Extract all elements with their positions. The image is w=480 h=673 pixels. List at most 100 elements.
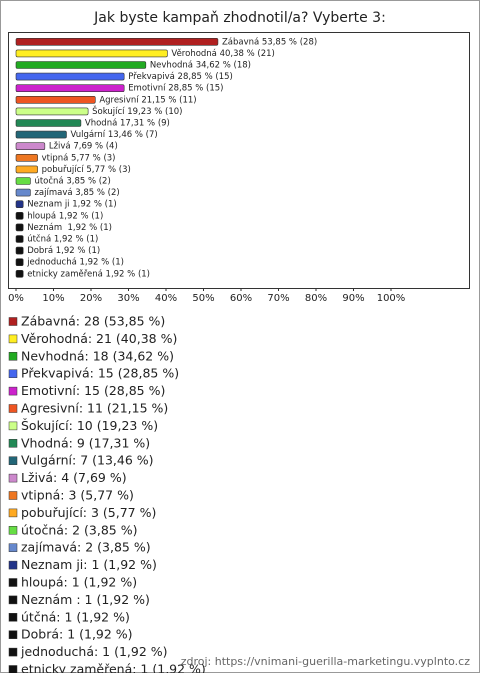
legend-label: vtipná: 3 (5,77 %) bbox=[21, 488, 134, 503]
value-label: Neznam ji 1,92 % (1) bbox=[27, 200, 117, 210]
x-tick-label: 100% bbox=[377, 293, 406, 304]
value-label: Věrohodná 40,38 % (21) bbox=[171, 49, 274, 59]
bar bbox=[15, 188, 31, 197]
bar bbox=[15, 37, 219, 46]
legend-swatch bbox=[8, 647, 18, 657]
source: zdroj: https://vnimani-guerilla-marketin… bbox=[181, 655, 471, 668]
value-label: Lživá 7,69 % (4) bbox=[49, 142, 118, 152]
x-tick-label: 60% bbox=[230, 293, 252, 304]
legend-swatch bbox=[8, 334, 18, 344]
legend-swatch bbox=[8, 508, 18, 518]
legend-swatch bbox=[8, 352, 18, 361]
legend-swatch bbox=[8, 473, 18, 483]
x-tick-label: 80% bbox=[305, 293, 327, 304]
legend-label: hloupá: 1 (1,92 %) bbox=[21, 575, 137, 590]
legend-label: zajímavá: 2 (3,85 %) bbox=[21, 540, 151, 555]
plot-box bbox=[8, 32, 470, 289]
legend-label: Emotivní: 15 (28,85 %) bbox=[21, 383, 165, 398]
bar bbox=[15, 142, 46, 150]
legend-label: pobuřující: 3 (5,77 %) bbox=[21, 505, 156, 520]
x-tick-label: 50% bbox=[192, 293, 214, 304]
bar bbox=[15, 96, 96, 104]
bar bbox=[15, 130, 67, 139]
legend-label: Dobrá: 1 (1,92 %) bbox=[21, 627, 133, 642]
legend-swatch bbox=[8, 560, 18, 570]
bar bbox=[15, 61, 147, 69]
legend-label: Šokující: 10 (19,23 %) bbox=[21, 418, 158, 433]
legend-label: Překvapivá: 15 (28,85 %) bbox=[21, 366, 179, 381]
value-label: Agresivní 21,15 % (11) bbox=[99, 95, 196, 105]
legend-label: Neznam ji: 1 (1,92 %) bbox=[21, 557, 157, 572]
legend-swatch bbox=[8, 665, 18, 673]
legend-swatch bbox=[8, 369, 18, 378]
bar bbox=[15, 200, 24, 208]
bar bbox=[15, 235, 24, 243]
legend-label: Agresivní: 11 (21,15 %) bbox=[21, 401, 168, 416]
x-tick-label: 70% bbox=[267, 293, 289, 304]
legend-label: Vhodná: 9 (17,31 %) bbox=[21, 435, 150, 450]
legend-swatch bbox=[8, 578, 18, 587]
value-label: Zábavná 53,85 % (28) bbox=[222, 37, 317, 47]
x-tick-label: 20% bbox=[80, 293, 102, 304]
value-label: útočná 3,85 % (2) bbox=[34, 176, 110, 187]
legend-swatch bbox=[8, 630, 18, 639]
legend-swatch bbox=[8, 421, 18, 431]
legend-label: Věrohodná: 21 (40,38 %) bbox=[21, 331, 177, 346]
value-label: Nevhodná 34,62 % (18) bbox=[150, 61, 251, 71]
bar bbox=[15, 84, 125, 92]
bar bbox=[15, 258, 24, 267]
legend-swatch bbox=[8, 456, 18, 465]
legend-swatch bbox=[8, 404, 18, 413]
legend-swatch bbox=[8, 386, 18, 396]
legend-swatch bbox=[8, 595, 18, 605]
value-label: vtipná 5,77 % (3) bbox=[42, 153, 116, 163]
legend-swatch bbox=[8, 317, 18, 326]
x-tick-label: 10% bbox=[42, 293, 64, 304]
legend-label: Neznám : 1 (1,92 %) bbox=[21, 592, 150, 607]
value-label: jednoduchá 1,92 % (1) bbox=[26, 258, 124, 268]
legend-label: Vulgární: 7 (13,46 %) bbox=[21, 453, 154, 468]
legend-swatch bbox=[8, 613, 18, 622]
value-label: Vhodná 17,31 % (9) bbox=[85, 119, 170, 129]
bar bbox=[15, 107, 89, 116]
bar bbox=[15, 212, 24, 220]
legend-label: útčná: 1 (1,92 %) bbox=[21, 609, 130, 624]
value-label: hloupá 1,92 % (1) bbox=[27, 211, 103, 221]
value-label: Neznám 1,92 % (1) bbox=[27, 223, 112, 233]
value-label: etnicky zaměřená 1,92 % (1) bbox=[27, 269, 150, 279]
bar bbox=[15, 269, 24, 278]
bar bbox=[15, 154, 38, 162]
value-label: pobuřující 5,77 % (3) bbox=[42, 165, 131, 175]
value-label: zajímavá 3,85 % (2) bbox=[34, 188, 119, 198]
legend-swatch bbox=[8, 491, 18, 500]
value-label: Šokující 19,23 % (10) bbox=[92, 105, 182, 117]
bar bbox=[15, 246, 24, 255]
legend-swatch bbox=[8, 526, 18, 535]
value-label: Emotivní 28,85 % (15) bbox=[128, 84, 223, 94]
legend-label: jednoduchá: 1 (1,92 %) bbox=[20, 644, 168, 659]
bar bbox=[15, 49, 168, 58]
value-label: Překvapivá 28,85 % (15) bbox=[128, 72, 233, 82]
chart-title: Jak byste kampaň zhodnotil/a? Vyberte 3: bbox=[93, 10, 386, 26]
bar bbox=[15, 165, 38, 174]
bar bbox=[15, 177, 31, 185]
value-label: Dobrá 1,92 % (1) bbox=[27, 246, 100, 256]
legend-label: Lživá: 4 (7,69 %) bbox=[21, 470, 127, 485]
bar bbox=[15, 119, 82, 127]
legend-label: Zábavná: 28 (53,85 %) bbox=[21, 314, 165, 329]
legend-swatch bbox=[8, 543, 18, 552]
legend-label: útočná: 2 (3,85 %) bbox=[21, 522, 137, 537]
bar bbox=[15, 223, 24, 232]
value-label: Vulgární 13,46 % (7) bbox=[70, 130, 157, 140]
x-tick-label: 0% bbox=[8, 293, 24, 304]
legend-swatch bbox=[8, 439, 18, 448]
x-tick-label: 30% bbox=[117, 293, 139, 304]
x-tick-label: 40% bbox=[155, 293, 177, 304]
bar bbox=[15, 72, 125, 81]
x-tick-label: 90% bbox=[342, 293, 364, 304]
value-label: útčná 1,92 % (1) bbox=[27, 234, 98, 245]
legend-label: Nevhodná: 18 (34,62 %) bbox=[21, 348, 174, 363]
legend-label: etnicky zaměřená: 1 (1,92 %) bbox=[21, 662, 206, 673]
